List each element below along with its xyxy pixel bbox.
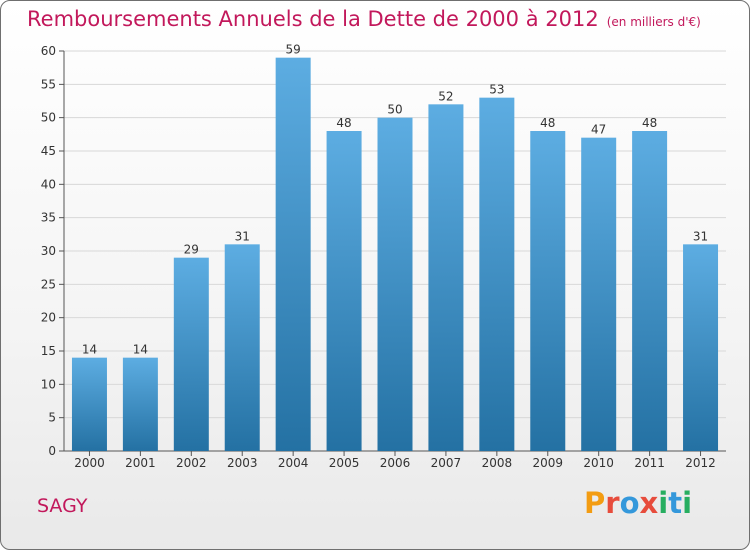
bar (428, 104, 464, 451)
x-tick-label: 2000 (74, 456, 105, 470)
y-tick-label: 30 (41, 244, 56, 258)
y-tick-labels: 0 5 10 15 20 25 30 35 40 45 50 55 60 (41, 44, 56, 458)
bar-value-label: 50 (387, 103, 402, 117)
y-tick-label: 0 (48, 444, 56, 458)
bar-value-label: 31 (693, 229, 708, 243)
bar (632, 131, 668, 451)
y-tick-label: 40 (41, 177, 56, 191)
bar-value-label: 31 (235, 229, 250, 243)
bar-value-label: 48 (540, 116, 555, 130)
x-tick-label: 2010 (583, 456, 614, 470)
y-tick-label: 5 (48, 411, 56, 425)
x-tick-labels: 2000 2001 2002 2003 2004 2005 2006 2007 2008 2009… (74, 456, 716, 470)
x-tick-label: 2009 (532, 456, 563, 470)
logo-letter: t (668, 486, 683, 520)
x-tick-label: 2001 (125, 456, 156, 470)
logo-letter: x (639, 486, 659, 520)
y-tick-label: 35 (41, 211, 56, 225)
bar (71, 357, 107, 451)
unit-note: (en milliers d'€) (606, 15, 701, 29)
bar-value-label: 48 (642, 116, 657, 130)
y-tick-label: 20 (41, 311, 56, 325)
bar-value-label: 59 (286, 43, 301, 57)
bar-value-label: 53 (489, 83, 504, 97)
bar-value-label: 48 (336, 116, 351, 130)
bar (122, 357, 158, 451)
bar (224, 244, 260, 451)
logo-letter: P (584, 486, 606, 520)
logo-letter: r (605, 486, 620, 520)
y-tick-label: 55 (41, 77, 56, 91)
bar (530, 131, 566, 451)
y-tick-label: 50 (41, 111, 56, 125)
x-tick-label: 2004 (278, 456, 309, 470)
bar-value-label: 52 (438, 89, 453, 103)
commune-name: SAGY (37, 495, 88, 517)
bars (71, 57, 719, 452)
bar (683, 244, 719, 451)
bar (581, 137, 617, 451)
logo-letter: o (619, 486, 640, 520)
bar-value-label: 47 (591, 123, 606, 137)
y-tick-label: 25 (41, 277, 56, 291)
x-tick-label: 2011 (634, 456, 665, 470)
x-tick-label: 2003 (227, 456, 258, 470)
data-labels: 14 14 29 31 59 48 50 52 53 48 47 48 31 (82, 43, 708, 357)
bar-value-label: 14 (82, 343, 97, 357)
chart-title: Remboursements Annuels de la Dette de 20… (27, 7, 701, 31)
x-tick-label: 2002 (176, 456, 207, 470)
x-tick-label: 2008 (482, 456, 513, 470)
y-tick-label: 10 (41, 377, 56, 391)
chart-title-text: Remboursements Annuels de la Dette de 20… (27, 7, 599, 31)
x-tick-label: 2012 (685, 456, 716, 470)
bar-value-label: 29 (184, 243, 199, 257)
logo-letter: i (658, 486, 669, 520)
bar (275, 57, 311, 452)
y-tick-label: 45 (41, 144, 56, 158)
proxiti-logo: Proxiti (584, 486, 692, 520)
x-tick-label: 2005 (329, 456, 360, 470)
x-tick-label: 2007 (431, 456, 462, 470)
bar (173, 257, 209, 451)
logo-letter: i (682, 486, 693, 520)
y-tick-label: 60 (41, 44, 56, 58)
bar (377, 117, 413, 452)
bar (479, 97, 515, 452)
x-tick-label: 2006 (380, 456, 411, 470)
bar-value-label: 14 (133, 343, 148, 357)
bar (326, 131, 362, 451)
y-tick-label: 15 (41, 344, 56, 358)
